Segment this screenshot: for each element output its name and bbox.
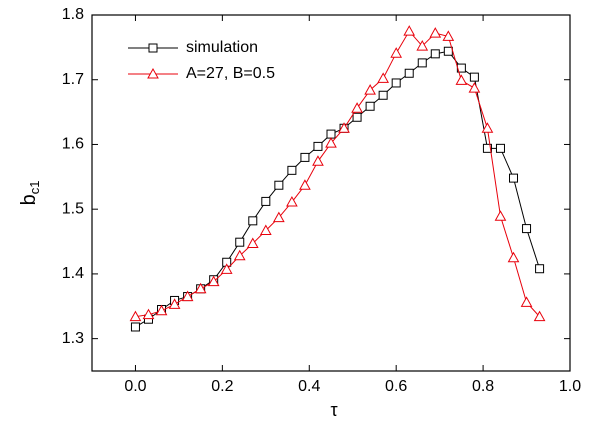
triangle-marker: [286, 196, 298, 207]
triangle-marker: [377, 72, 389, 83]
square-marker: [365, 101, 375, 111]
square-marker: [391, 78, 401, 88]
square-marker: [482, 143, 492, 153]
y-tick-label: 1.7: [62, 71, 84, 88]
triangle-marker: [299, 179, 311, 190]
square-marker: [404, 68, 414, 78]
triangle-marker: [233, 249, 246, 261]
y-axis-label-group: bc1: [18, 181, 42, 206]
x-tick-label: 1.0: [559, 378, 581, 395]
triangle-marker: [520, 296, 533, 307]
triangle-marker: [207, 275, 220, 287]
y-tick-label: 1.5: [62, 200, 84, 217]
triangle-marker: [533, 310, 546, 322]
legend-label: A=27, B=0.5: [186, 65, 275, 82]
triangle-marker: [507, 251, 520, 263]
triangle-marker: [416, 40, 429, 51]
square-marker: [509, 173, 519, 183]
legend-marker: [148, 43, 158, 53]
triangle-marker: [142, 308, 155, 320]
legend-label: simulation: [186, 39, 258, 56]
y-tick-label: 1.8: [62, 6, 84, 23]
square-marker: [495, 143, 505, 153]
y-axis-label-sub: c1: [27, 181, 42, 195]
plot-frame: [91, 14, 571, 372]
square-marker: [522, 224, 532, 234]
triangle-marker: [194, 282, 207, 294]
square-marker: [326, 129, 336, 139]
triangle-marker: [455, 74, 468, 85]
y-axis-label: bc1: [18, 181, 42, 206]
square-marker: [417, 58, 427, 68]
x-tick-label: 0.0: [124, 378, 146, 395]
square-marker: [261, 196, 271, 206]
x-tick-label: 0.4: [298, 378, 320, 395]
triangle-marker: [312, 155, 324, 166]
triangle-marker: [494, 210, 507, 221]
triangle-marker: [468, 82, 481, 93]
square-marker: [235, 237, 245, 247]
x-axis-label: τ: [330, 400, 337, 420]
square-marker: [313, 141, 323, 151]
triangle-marker: [442, 30, 455, 41]
y-tick-label: 1.6: [62, 136, 84, 153]
triangle-marker: [364, 84, 376, 95]
triangle-marker: [168, 298, 181, 309]
square-marker: [352, 112, 362, 122]
triangle-marker: [351, 102, 363, 113]
square-marker: [300, 152, 310, 162]
square-marker: [287, 165, 297, 175]
square-marker: [378, 90, 388, 100]
y-tick-label: 1.3: [62, 330, 84, 347]
x-tick-label: 0.6: [385, 378, 407, 395]
triangle-marker: [259, 224, 272, 236]
square-marker: [430, 49, 440, 59]
triangle-marker: [273, 211, 285, 223]
y-axis-label-main: b: [18, 194, 40, 205]
triangle-marker: [155, 304, 168, 316]
y-tick-label: 1.4: [62, 265, 84, 282]
square-marker: [274, 180, 284, 190]
x-tick-label: 0.8: [472, 378, 494, 395]
triangle-marker: [403, 25, 416, 36]
triangle-marker: [325, 137, 337, 148]
square-marker: [535, 264, 545, 274]
square-marker: [248, 216, 258, 226]
triangle-marker: [429, 27, 442, 38]
triangle-marker: [338, 122, 350, 133]
square-marker: [443, 46, 453, 56]
triangle-marker: [220, 263, 233, 274]
triangle-marker: [246, 237, 259, 248]
legend-marker: [147, 67, 159, 79]
triangle-marker: [129, 310, 142, 322]
triangle-marker: [481, 122, 494, 133]
square-marker: [469, 72, 479, 82]
x-tick-label: 0.2: [211, 378, 233, 395]
triangle-marker: [390, 47, 403, 58]
square-marker: [130, 322, 140, 332]
triangle-marker: [181, 290, 194, 302]
